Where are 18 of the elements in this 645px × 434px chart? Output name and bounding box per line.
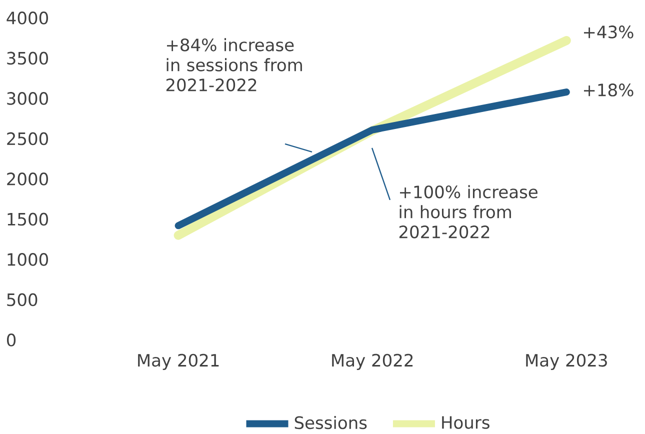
y-tick-label: 0	[7, 334, 16, 346]
legend-label: Hours	[442, 416, 490, 429]
x-tick-label: May 2023	[526, 354, 607, 370]
annotation: +43%	[584, 26, 634, 38]
annotation: +84% increase in sessions from 2021-2022	[166, 38, 302, 92]
y-tick-label: 3000	[7, 92, 48, 105]
y-tick-label: 1000	[8, 253, 48, 266]
annotation: +100% increase in hours from 2021-2022	[399, 185, 538, 238]
y-tick-label: 2000	[7, 172, 48, 186]
y-tick-label: 1500	[8, 212, 48, 226]
y-tick-label: 4000	[6, 12, 48, 24]
x-tick-label: May 2021	[138, 354, 219, 370]
x-tick-label: May 2022	[332, 354, 413, 370]
y-tick-label: 2500	[7, 132, 48, 146]
y-tick-label: 3500	[7, 52, 48, 65]
y-tick-label: 500	[7, 293, 38, 306]
legend-label: Sessions	[294, 416, 367, 430]
annotation: +18%	[584, 84, 634, 96]
